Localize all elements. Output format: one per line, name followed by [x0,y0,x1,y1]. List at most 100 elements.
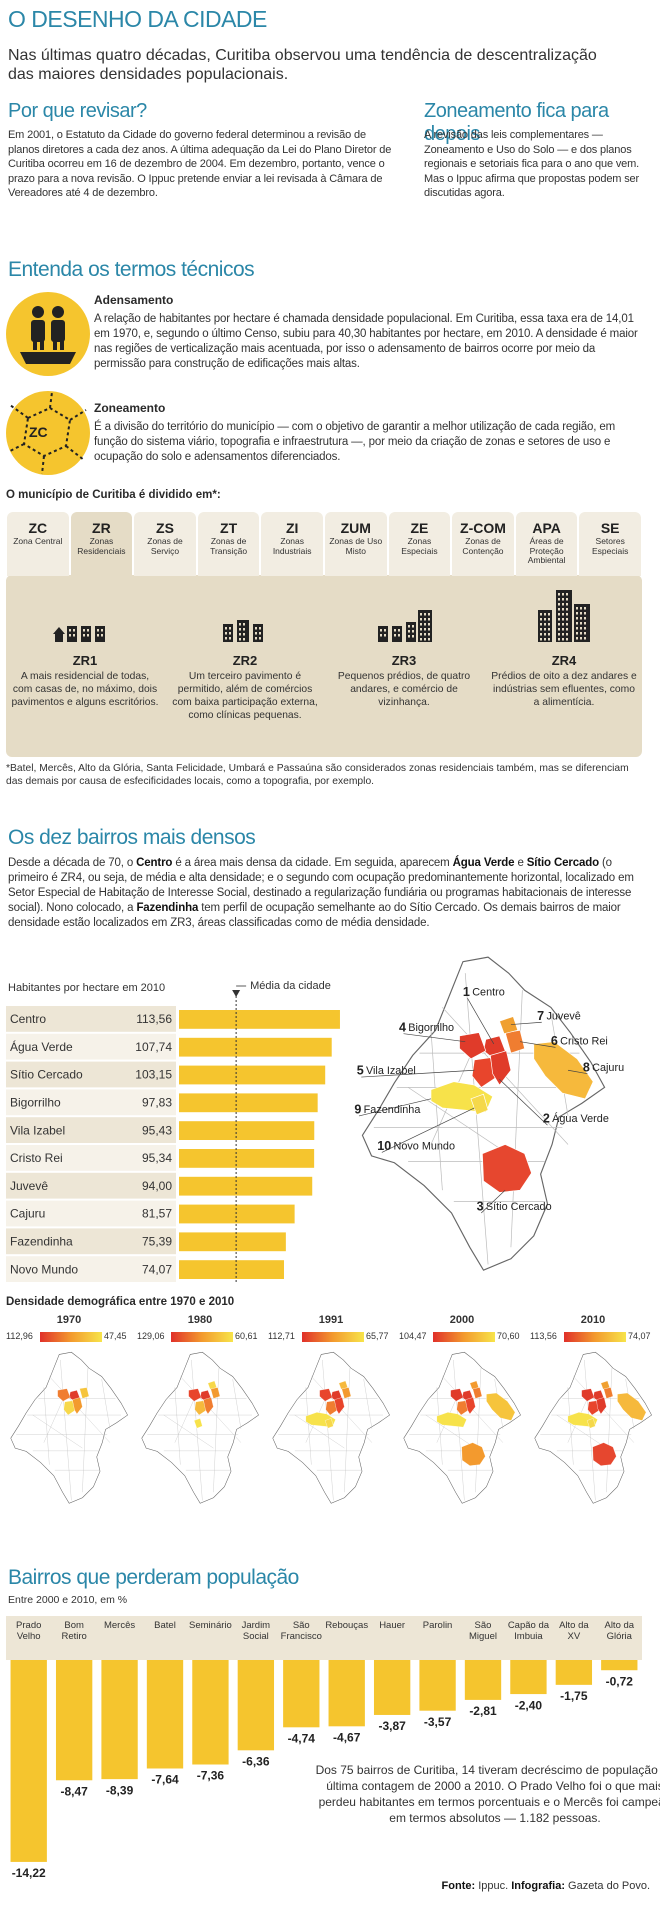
building-window [548,628,550,631]
map-rank: 6 [551,1034,558,1048]
building-window [380,629,382,632]
map-name: Novo Mundo [394,1141,455,1153]
building-window [584,627,586,630]
map-area [482,1144,532,1193]
map-rank: 1 [463,985,470,999]
map-border [32,1414,83,1449]
building-window [576,607,578,610]
zone-detail: ZR2 Um terceiro pavimento é permitido, al… [170,653,320,722]
bar [419,1660,456,1711]
leader-line [510,1021,542,1025]
map: 1 Centro 2 Água Verde 3 Sítio Cercado 4 Bigorri… [354,956,624,1271]
text: (o primeiro é ZR4, ou seja, de média e a… [8,857,634,914]
term-text: É a divisão do território do município —… [94,421,616,463]
map-name: Vila Izabel [366,1065,416,1077]
building-window [566,638,568,641]
building-window [428,613,430,616]
map-rank: 3 [477,1200,484,1214]
building-window [424,638,426,641]
value-label: -3,87 [378,1719,406,1733]
bold-text: Fonte: [441,1880,476,1892]
map-border [294,1414,345,1449]
building-window [420,633,422,636]
building-window [580,627,582,630]
building-window [576,612,578,615]
section-heading: Entenda os termos técnicos [8,258,255,281]
bar [55,1660,93,1781]
building-window [428,638,430,641]
building-window [239,633,241,636]
small-map [10,1351,128,1504]
category-label: Centro [10,1012,46,1026]
annotation: Dos 75 bairros de Curitiba, 14 tiveram d… [315,1763,660,1825]
zone-code: ZI [285,520,299,536]
building-window [101,629,103,632]
building-window [558,633,560,636]
row-background [6,1145,176,1171]
category-label: Hauer [379,1620,406,1631]
building-window [243,623,245,626]
map-outline [361,956,606,1271]
building-window [558,618,560,621]
map-rank: 8 [583,1060,590,1074]
map-border [43,1392,67,1443]
row-background [6,1061,176,1088]
row-background [6,1172,176,1199]
map-border [430,1030,443,1191]
category-label: Parolin [422,1620,453,1631]
building-window [259,627,261,630]
zone-detail-text: Prédios de oito a dez andares e indústri… [491,671,637,708]
zone-name: Zonas Industriais [272,536,312,556]
map-border [584,1359,596,1501]
paragraph: Em 2001, o Estatuto da Cidade do governo… [8,129,392,199]
map-area [486,1392,516,1421]
value-label: 95,43 [142,1123,172,1137]
map-year: 2000 [449,1314,475,1326]
building-window [97,629,99,632]
bar [10,1660,47,1862]
map-border [101,1379,111,1429]
building-window [83,634,85,637]
building-window [255,632,257,635]
term-text: A relação de habitantes por hectare é ch… [94,313,638,370]
map-border [567,1387,574,1465]
building-window [420,628,422,631]
building-window [566,598,568,601]
map-area [586,1418,596,1429]
bar [146,1660,184,1769]
building-window [424,618,426,621]
value-label: 95,34 [142,1151,172,1165]
category-label: Prado Velho [16,1620,42,1642]
building-window [540,633,542,636]
zone-detail-text: Pequenos prédios, de quatro andares, e c… [337,671,471,708]
zone-detail-code: ZR4 [551,653,577,668]
building-window [566,618,568,621]
building-window [558,603,560,606]
building-window [584,607,586,610]
building-window [548,623,550,626]
category-label: São Miguel [468,1620,497,1642]
building-window [576,632,578,635]
leader-line [467,998,495,1045]
map-year: 1970 [56,1314,82,1326]
building-window [87,634,89,637]
map-area [499,1016,519,1035]
building-icon [53,627,65,634]
zone-tab: ZT Zonas de Transição [197,512,260,576]
building-window [580,637,582,640]
map-border [556,1414,607,1449]
icon-label: ZC [29,424,48,440]
legend-gradient [171,1332,233,1342]
paragraph: Desde a década de 70, o Centro é a área … [8,856,646,931]
map-area [193,1418,203,1429]
icon-adensamento [6,292,90,376]
building-window [412,630,414,633]
small-map [272,1351,390,1504]
map-area [79,1387,90,1399]
building-window [548,613,550,616]
building-window [584,617,586,620]
map-area [57,1388,71,1402]
row-background [6,1200,176,1227]
building-window [243,628,245,631]
building-icon [253,624,263,642]
